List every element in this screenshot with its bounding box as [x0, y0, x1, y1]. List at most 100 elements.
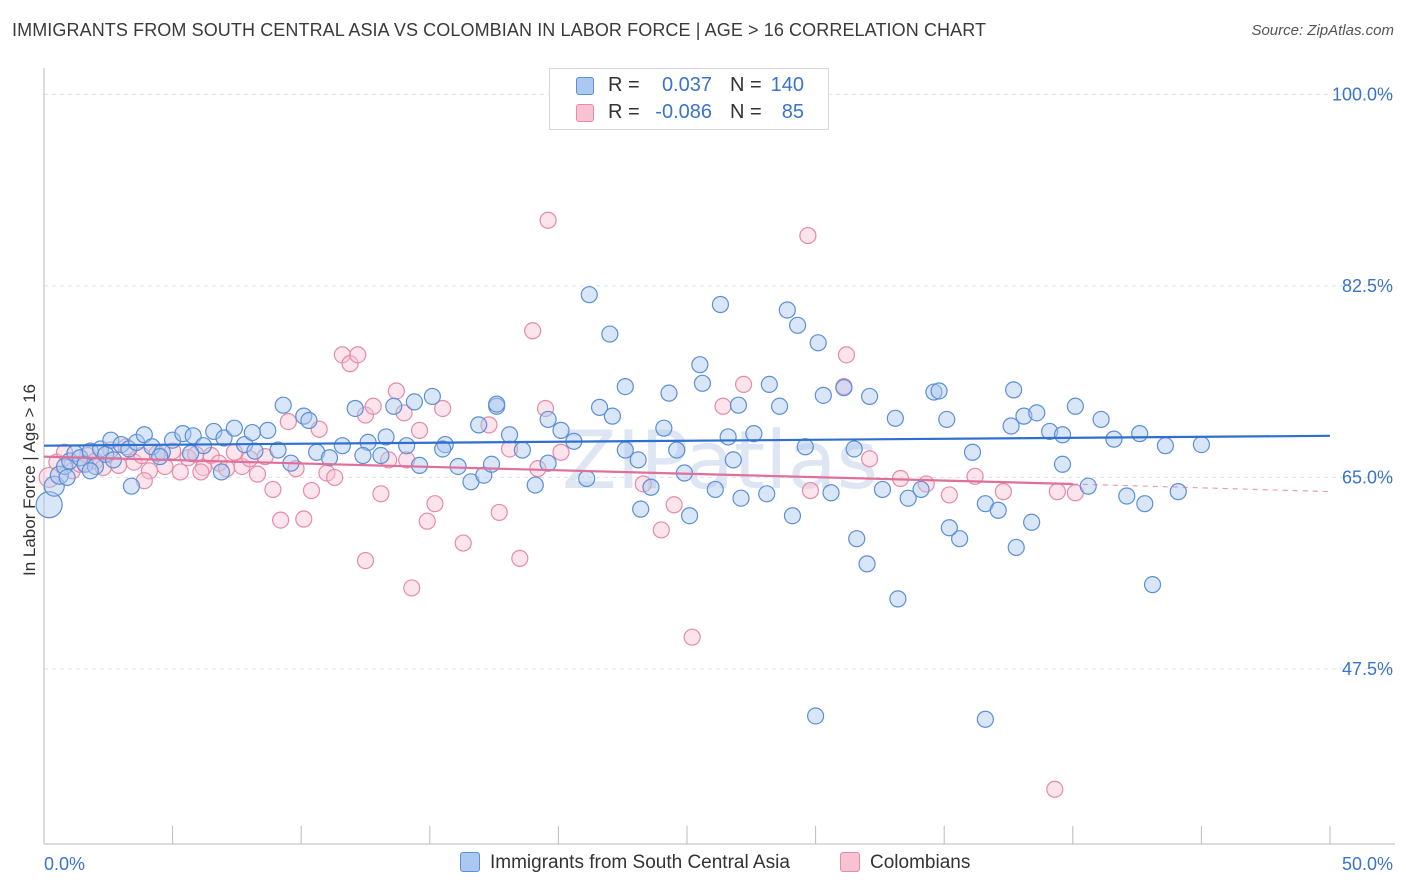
- data-point-south-central-asia: [580, 286, 598, 304]
- data-point-colombians: [403, 579, 421, 597]
- data-point-colombians: [1046, 780, 1064, 798]
- data-point-south-central-asia: [122, 477, 141, 495]
- data-point-south-central-asia: [405, 393, 423, 411]
- legend-item-colombians[interactable]: Colombians: [840, 852, 970, 874]
- data-point-south-central-asia: [194, 437, 213, 455]
- data-point-south-central-asia: [706, 480, 724, 499]
- data-point-south-central-asia: [629, 451, 647, 469]
- data-point-south-central-asia: [174, 425, 192, 443]
- data-point-south-central-asia: [724, 451, 742, 469]
- data-point-south-central-asia: [861, 387, 879, 406]
- data-point-colombians: [248, 465, 267, 483]
- data-point-south-central-asia: [372, 446, 390, 465]
- series-colombians: [38, 211, 1084, 798]
- data-point-colombians: [302, 481, 321, 500]
- data-point-south-central-asia: [500, 426, 519, 444]
- data-point-south-central-asia: [590, 398, 609, 416]
- legend-item-south-central-asia[interactable]: Immigrants from South Central Asia: [460, 852, 790, 874]
- data-point-south-central-asia: [225, 419, 243, 437]
- data-point-colombians: [349, 346, 367, 364]
- data-point-colombians: [524, 322, 542, 340]
- data-point-south-central-asia: [886, 409, 904, 427]
- data-point-south-central-asia: [976, 710, 994, 728]
- data-point-colombians: [665, 496, 683, 514]
- data-point-colombians: [426, 495, 444, 513]
- data-point-south-central-asia: [796, 438, 814, 456]
- legend-label: Immigrants from South Central Asia: [490, 852, 790, 873]
- data-point-south-central-asia: [1169, 483, 1187, 501]
- data-point-colombians: [387, 382, 405, 400]
- data-point-colombians: [326, 468, 344, 487]
- data-point-south-central-asia: [758, 485, 776, 503]
- data-point-colombians: [552, 443, 570, 461]
- data-point-colombians: [272, 511, 290, 529]
- data-point-south-central-asia: [35, 491, 63, 519]
- data-point-south-central-asia: [912, 480, 930, 499]
- trend-line-south-central-asia: [43, 434, 1331, 447]
- data-point-south-central-asia: [691, 356, 709, 374]
- data-point-south-central-asia: [1105, 430, 1123, 448]
- data-point-south-central-asia: [1023, 513, 1041, 531]
- r-label: R =: [608, 74, 640, 96]
- data-point-colombians: [279, 413, 297, 431]
- data-point-colombians: [536, 399, 555, 418]
- data-point-south-central-asia: [930, 382, 948, 400]
- data-point-south-central-asia: [989, 501, 1007, 519]
- data-point-south-central-asia: [822, 484, 840, 502]
- data-point-colombians: [714, 397, 732, 415]
- data-point-south-central-asia: [642, 478, 660, 496]
- data-point-colombians: [1048, 483, 1066, 501]
- data-point-south-central-asia: [940, 519, 958, 537]
- pink-swatch: [576, 104, 594, 122]
- data-point-colombians: [410, 421, 429, 439]
- trend-line-colombians-extension: [1072, 483, 1331, 493]
- data-point-south-central-asia: [963, 443, 982, 461]
- data-point-colombians: [398, 451, 416, 469]
- data-point-colombians: [135, 472, 153, 490]
- blue-swatch: [460, 852, 480, 872]
- data-point-south-central-asia: [1053, 426, 1072, 444]
- data-point-colombians: [837, 346, 856, 364]
- data-point-south-central-asia: [135, 426, 153, 444]
- data-point-south-central-asia: [889, 590, 907, 608]
- tick-labels: 47.5% 65.0% 82.5% 100.0% 0.0% 50.0%: [44, 84, 1393, 874]
- n-value: 85: [781, 101, 804, 123]
- data-point-south-central-asia: [814, 386, 832, 404]
- data-point-colombians: [861, 450, 879, 468]
- data-point-south-central-asia: [246, 442, 264, 460]
- data-point-south-central-asia: [488, 395, 506, 413]
- data-point-south-central-asia: [1041, 422, 1059, 441]
- blue-swatch: [576, 77, 594, 95]
- data-point-south-central-asia: [539, 454, 557, 472]
- data-point-south-central-asia: [732, 489, 750, 507]
- data-point-colombians: [734, 375, 753, 393]
- data-point-south-central-asia: [1092, 410, 1110, 429]
- data-point-south-central-asia: [81, 462, 99, 480]
- data-point-south-central-asia: [848, 530, 866, 548]
- r-value: 0.037: [661, 74, 712, 96]
- data-point-south-central-asia: [845, 440, 863, 458]
- data-point-south-central-asia: [333, 437, 351, 455]
- axes: [43, 68, 1395, 845]
- data-point-south-central-asia: [1015, 407, 1033, 425]
- correlation-legend: R = 0.037 N = 140 R = -0.086 N = 85: [549, 68, 829, 130]
- y-tick-label: 65.0%: [1342, 467, 1393, 487]
- data-point-colombians: [801, 481, 820, 500]
- y-tick-label: 100.0%: [1332, 84, 1393, 104]
- data-point-south-central-asia: [320, 449, 339, 467]
- data-point-south-central-asia: [899, 489, 917, 507]
- grid-lines: [44, 93, 1395, 670]
- data-point-south-central-asia: [269, 441, 287, 459]
- data-point-south-central-asia: [1156, 437, 1174, 455]
- data-point-south-central-asia: [346, 399, 364, 418]
- y-tick-label: 47.5%: [1342, 659, 1393, 679]
- data-point-south-central-asia: [552, 421, 570, 439]
- legend-row-colombians: R = -0.086 N = 85: [550, 100, 828, 126]
- data-point-south-central-asia: [354, 446, 372, 465]
- n-value: 140: [770, 74, 804, 96]
- data-point-south-central-asia: [578, 469, 596, 488]
- data-point-south-central-asia: [655, 419, 673, 437]
- data-point-colombians: [372, 485, 390, 503]
- data-point-south-central-asia: [243, 423, 261, 442]
